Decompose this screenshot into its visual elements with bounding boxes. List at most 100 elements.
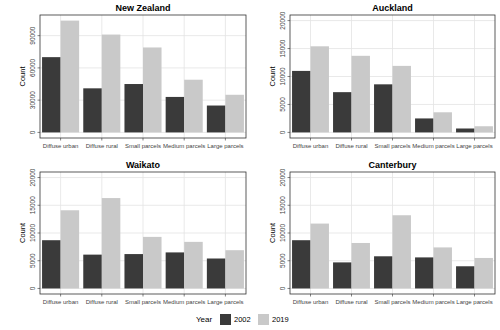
- panel-title: Canterbury: [368, 160, 416, 170]
- x-tick-mark: [392, 294, 393, 297]
- y-tick-label: 5000: [279, 253, 286, 268]
- panel: Waikato050001000015000200002002200220022…: [18, 160, 246, 305]
- x-tick-mark: [351, 294, 352, 297]
- x-tick-label: Diffuse urban: [43, 143, 79, 149]
- bar: 2019: [475, 126, 493, 132]
- plot-background: [290, 172, 495, 294]
- bar: 2019: [184, 80, 203, 133]
- y-tick-label: 20000: [279, 11, 286, 29]
- x-tick-label: Small parcels: [125, 143, 161, 149]
- legend-swatch: [258, 314, 269, 325]
- panel-border: [40, 172, 246, 294]
- bar: 2019: [143, 237, 162, 289]
- y-tick-label: 0: [29, 286, 36, 290]
- y-tick-label: 0: [279, 130, 286, 134]
- y-tick-label: 30000: [29, 91, 36, 109]
- y-tick-label: 0: [29, 130, 36, 134]
- bar: 2002: [83, 255, 102, 289]
- bar: 2002: [83, 88, 102, 132]
- bar: 2019: [143, 47, 162, 132]
- bar: 2019: [311, 46, 329, 132]
- panel: New Zealand03000060000900002002200220022…: [18, 3, 246, 149]
- x-tick-mark: [351, 138, 352, 141]
- x-tick-mark: [474, 294, 475, 297]
- y-axis-label: Count: [18, 222, 27, 243]
- bar: 2019: [352, 56, 370, 133]
- y-axis-label: Count: [18, 66, 27, 87]
- x-tick-label: Diffuse rural: [86, 299, 118, 305]
- bar: 2002: [124, 84, 143, 132]
- y-tick-label: 20000: [29, 168, 36, 186]
- x-tick-mark: [433, 294, 434, 297]
- x-tick-label: Large parcels: [456, 143, 492, 149]
- y-tick-label: 5000: [29, 253, 36, 268]
- x-tick-label: Diffuse rural: [335, 299, 367, 305]
- x-tick-label: Large parcels: [207, 143, 243, 149]
- bar: 2002: [374, 84, 392, 132]
- x-tick-mark: [225, 294, 226, 297]
- bar: 2002: [292, 71, 310, 133]
- x-tick-label: Small parcels: [374, 143, 410, 149]
- x-tick-mark: [101, 138, 102, 141]
- x-tick-mark: [143, 138, 144, 141]
- panel-border: [290, 15, 495, 138]
- bars: 2002200220022002200220192019201920192019: [42, 198, 244, 288]
- x-tick-mark: [143, 294, 144, 297]
- x-tick-label: Medium parcels: [163, 143, 205, 149]
- x-tick-mark: [310, 294, 311, 297]
- plot-background: [290, 15, 495, 138]
- x-tick-mark: [310, 138, 311, 141]
- y-tick-label: 90000: [29, 26, 36, 44]
- bar: 2002: [166, 97, 185, 132]
- plot-background: [40, 172, 246, 294]
- bar: 2019: [184, 242, 203, 289]
- panel: Canterbury050001000015000200002002200220…: [268, 160, 495, 305]
- panel-title: Auckland: [372, 3, 413, 13]
- y-tick-label: 0: [279, 286, 286, 290]
- bar: 2019: [352, 243, 370, 288]
- panel-border: [290, 172, 495, 294]
- bar: 2019: [311, 224, 329, 289]
- bar: 2002: [333, 92, 351, 132]
- y-tick-label: 60000: [29, 58, 36, 76]
- x-tick-mark: [184, 294, 185, 297]
- bar: 2002: [124, 254, 143, 288]
- bar: 2002: [374, 256, 392, 288]
- legend-title: Year: [196, 315, 213, 324]
- bar: 2002: [207, 106, 226, 133]
- panel-border: [40, 15, 246, 138]
- bar: 2002: [456, 128, 474, 132]
- x-tick-label: Large parcels: [207, 299, 243, 305]
- bar: 2019: [102, 198, 121, 288]
- y-tick-label: 15000: [279, 39, 286, 57]
- bar: 2019: [225, 95, 244, 133]
- x-tick-mark: [60, 294, 61, 297]
- bar: 2019: [434, 112, 452, 132]
- y-tick-label: 10000: [29, 224, 36, 242]
- x-tick-label: Diffuse urban: [293, 299, 329, 305]
- bar: 2002: [415, 257, 433, 288]
- bar: 2019: [102, 35, 121, 133]
- y-tick-label: 10000: [279, 224, 286, 242]
- panel: Auckland 0 5000 10000 15000 20000 2002 2002 2002…: [268, 3, 495, 149]
- bars: 2002200220022002200220192019201920192019: [292, 46, 493, 132]
- x-tick-mark: [60, 138, 61, 141]
- y-tick-label: 10000: [279, 67, 286, 85]
- bar: 2002: [415, 118, 433, 132]
- bar: 2002: [456, 266, 474, 288]
- chart: New Zealand03000060000900002002200220022…: [0, 0, 500, 330]
- x-tick-label: Diffuse urban: [43, 299, 79, 305]
- panel-title: New Zealand: [115, 3, 170, 13]
- legend-swatch: [220, 314, 231, 325]
- x-tick-mark: [184, 138, 185, 141]
- bar: 2019: [225, 250, 244, 288]
- bar: 2019: [475, 258, 493, 289]
- x-tick-label: Medium parcels: [412, 299, 454, 305]
- y-tick-label: 5000: [279, 97, 286, 112]
- legend: Year 2002 2019: [196, 314, 289, 325]
- legend-label: 2002: [234, 315, 251, 324]
- y-tick-label: 15000: [29, 196, 36, 214]
- legend-label: 2019: [272, 315, 289, 324]
- x-tick-label: Diffuse urban: [293, 143, 329, 149]
- bar: 2002: [333, 262, 351, 288]
